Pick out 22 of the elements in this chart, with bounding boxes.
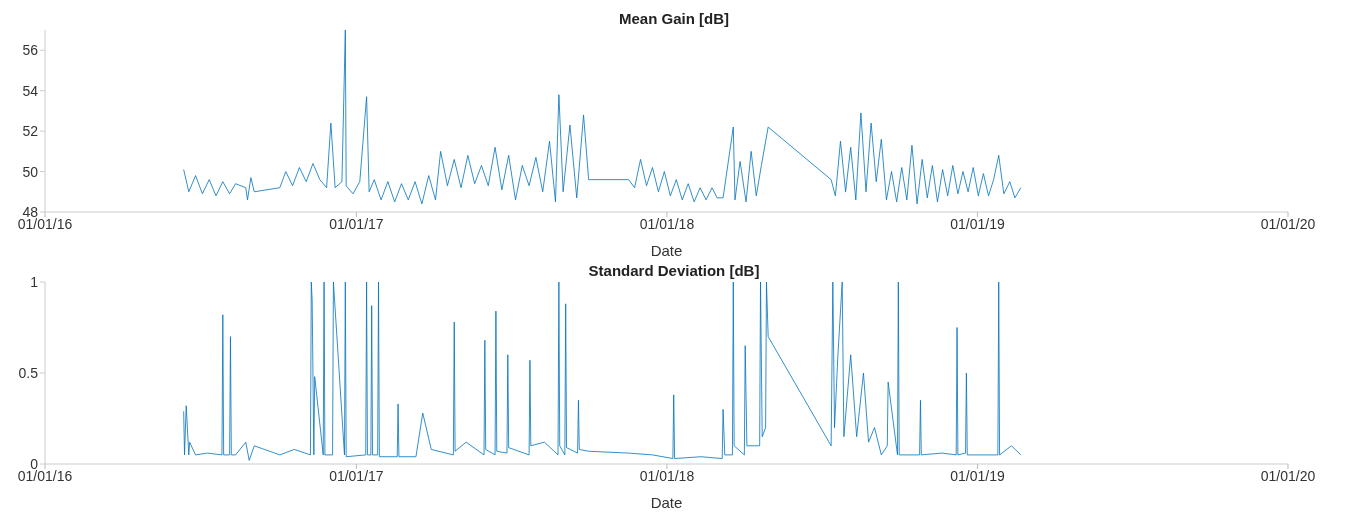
x-axis-title: Date (650, 242, 683, 259)
y-tick-label: 56 (22, 42, 39, 59)
x-tick-label: 01/01/18 (639, 467, 695, 484)
y-tick-label: 0 (30, 455, 39, 472)
line-series (183, 30, 1022, 205)
y-tick-label: 48 (22, 203, 39, 220)
x-tick-label: 01/01/20 (1260, 215, 1316, 232)
x-tick-label: 01/01/19 (950, 215, 1005, 232)
x-axis-title: Date (650, 494, 683, 511)
y-tick-label: 50 (22, 163, 39, 180)
x-tick-label: 01/01/19 (950, 467, 1005, 484)
y-tick-label: 54 (22, 82, 39, 99)
y-tick-label: 0.5 (18, 364, 39, 381)
x-tick-label: 01/01/17 (329, 215, 384, 232)
y-tick-label: 52 (22, 123, 39, 140)
chart-title: Standard Deviation [dB] (588, 262, 760, 279)
y-tick-label: 1 (30, 273, 39, 290)
chart-title: Mean Gain [dB] (618, 10, 730, 27)
line-series (183, 282, 1022, 461)
x-tick-label: 01/01/18 (639, 215, 695, 232)
x-tick-label: 01/01/17 (329, 467, 384, 484)
x-tick-label: 01/01/20 (1260, 467, 1316, 484)
